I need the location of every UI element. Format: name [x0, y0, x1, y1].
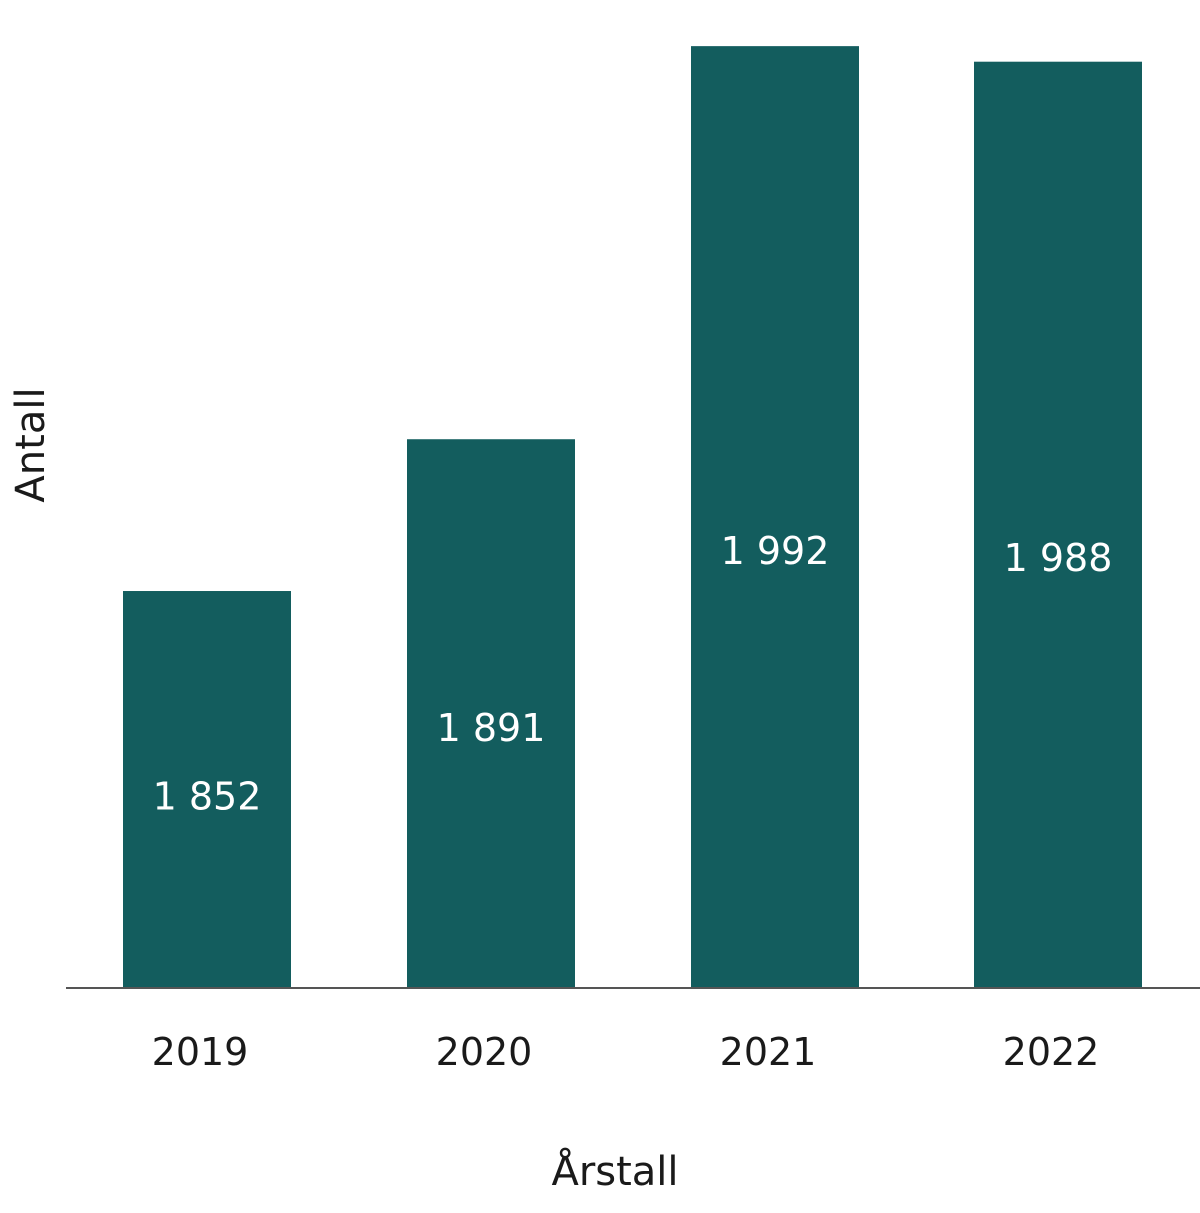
x-tick-label-2021: 2021 — [720, 1030, 817, 1074]
x-tick-label-2022: 2022 — [1003, 1030, 1100, 1074]
data-label-2019: 1 852 — [153, 774, 262, 818]
bar-2019 — [123, 591, 291, 988]
x-axis-title: Årstall — [551, 1147, 678, 1195]
y-axis-title: Antall — [8, 387, 54, 502]
data-labels-group: 1 852 1 891 1 992 1 988 — [153, 529, 1113, 818]
bar-2022 — [974, 61, 1142, 989]
x-tick-label-2019: 2019 — [152, 1030, 249, 1074]
data-label-2020: 1 891 — [437, 706, 546, 750]
x-tick-labels-group: 2019 2020 2021 2022 — [152, 1030, 1100, 1074]
data-label-2021: 1 992 — [721, 529, 830, 573]
data-label-2022: 1 988 — [1004, 536, 1113, 580]
bar-2021 — [691, 46, 859, 989]
x-tick-label-2020: 2020 — [436, 1030, 533, 1074]
bar-2020 — [407, 439, 575, 988]
bars-group — [123, 46, 1142, 989]
